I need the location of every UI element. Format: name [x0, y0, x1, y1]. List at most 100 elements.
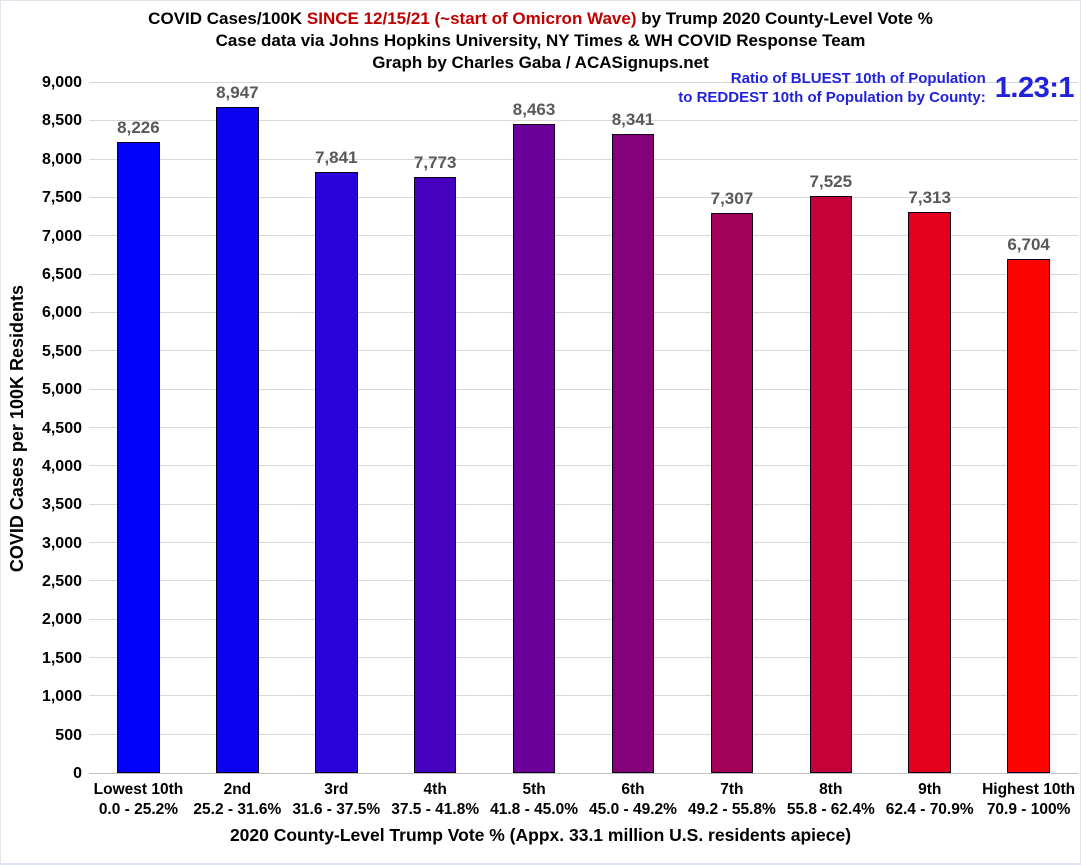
- gridline: [89, 427, 1078, 428]
- x-axis-label: 7th 49.2 - 55.8%: [682, 780, 781, 820]
- bar-group: 8,463: [485, 83, 584, 773]
- gridline: [89, 695, 1078, 697]
- x-axis-range: 70.9 - 100%: [986, 801, 1071, 818]
- gridline: [89, 120, 1078, 122]
- x-axis-category: 4th: [423, 781, 447, 798]
- gridline: [89, 158, 1078, 160]
- x-axis-category: 5th: [522, 781, 546, 798]
- bar-value-label: 7,525: [809, 172, 853, 192]
- chart-title-highlight: SINCE 12/15/21 (~start of Omicron Wave): [306, 9, 637, 28]
- bar-group: 7,773: [386, 83, 485, 773]
- y-tick-label: 500: [55, 726, 82, 744]
- y-tick-label: 9,000: [41, 74, 82, 91]
- x-axis-range: 49.2 - 55.8%: [687, 801, 776, 818]
- x-axis-range: 41.8 - 45.0%: [490, 801, 579, 818]
- x-axis-category: Highest 10th: [982, 781, 1076, 798]
- y-axis-title: COVID Cases per 100K Residents: [6, 284, 27, 573]
- bar: [117, 142, 160, 773]
- bar: [710, 212, 754, 773]
- x-axis-range: 0.0 - 25.2%: [98, 801, 179, 818]
- bar-group: 8,226: [89, 83, 188, 773]
- y-tick-label: 2,500: [41, 573, 82, 591]
- x-axis-label: 6th 45.0 - 49.2%: [584, 780, 683, 820]
- y-tick-label: 4,500: [41, 419, 82, 437]
- y-tick-label: 5,000: [41, 381, 82, 399]
- chart-title-part1: COVID Cases/100K: [148, 9, 307, 28]
- x-axis-label: 8th 55.8 - 62.4%: [781, 780, 880, 820]
- x-axis-label: 2nd 25.2 - 31.6%: [188, 780, 287, 820]
- x-axis-range: 37.5 - 41.8%: [391, 801, 480, 818]
- chart-title-part3: by Trump 2020 County-Level Vote %: [636, 9, 933, 28]
- bar-value-label: 8,341: [611, 109, 655, 129]
- ratio-annotation: Ratio of BLUEST 10th of Population to RE…: [678, 69, 1074, 107]
- gridline: [89, 580, 1078, 582]
- y-tick-label: 1,500: [41, 649, 82, 667]
- bar-value-label: 7,773: [413, 153, 457, 173]
- x-axis-category: 9th: [918, 781, 942, 798]
- bar-group: 8,947: [188, 83, 287, 773]
- x-axis-labels: Lowest 10th 0.0 - 25.2% 2nd 25.2 - 31.6% 3rd…: [89, 780, 1078, 820]
- gridline: [89, 503, 1078, 505]
- x-axis-range: 45.0 - 49.2%: [589, 801, 677, 818]
- y-tick-label: 7,000: [41, 227, 82, 245]
- chart-credit: Graph by Charles Gaba / ACASignups.net: [372, 53, 709, 72]
- gridline: [89, 312, 1078, 313]
- bar-group: 7,841: [287, 83, 386, 773]
- bar-group: 7,307: [682, 83, 781, 773]
- bars-container: 8,226 8,947 7,841 7,773 8,463 8,341 7,307 7,525…: [89, 83, 1078, 773]
- gridline: [89, 82, 1078, 83]
- chart-title: COVID Cases/100K SINCE 12/15/21 (~start …: [1, 8, 1080, 30]
- gridline: [89, 350, 1078, 352]
- gridline: [89, 197, 1078, 198]
- chart-area: COVID Cases per 100K Residents 0 500 1,000…: [1, 74, 1080, 782]
- x-axis-label: 9th 62.4 - 70.9%: [880, 780, 979, 820]
- gridline: [89, 273, 1078, 275]
- gridline: [89, 465, 1078, 467]
- bar: [611, 133, 655, 773]
- ratio-annotation-text: Ratio of BLUEST 10th of Population to RE…: [678, 69, 986, 107]
- x-axis-label: Highest 10th 70.9 - 100%: [979, 780, 1078, 820]
- x-axis-label: Lowest 10th 0.0 - 25.2%: [89, 780, 188, 820]
- bar: [809, 196, 853, 773]
- x-axis-label: 4th 37.5 - 41.8%: [386, 780, 485, 820]
- gridline: [89, 542, 1078, 543]
- bar: [216, 107, 259, 773]
- y-tick-label: 4,000: [41, 457, 82, 475]
- x-axis-category: Lowest 10th: [93, 781, 184, 798]
- chart-subtitle: Case data via Johns Hopkins University, …: [215, 31, 866, 50]
- gridline: [89, 657, 1078, 658]
- bar: [908, 212, 951, 773]
- ratio-annotation-line2: to REDDEST 10th of Population by County:: [678, 89, 986, 106]
- bar: [413, 177, 457, 773]
- bar-value-label: 8,947: [216, 83, 259, 102]
- x-axis-range: 25.2 - 31.6%: [193, 801, 282, 818]
- y-tick-label: 2,000: [41, 611, 82, 629]
- x-axis-category: 2nd: [223, 781, 252, 798]
- gridline: [89, 733, 1078, 735]
- bar-value-label: 7,307: [710, 188, 754, 208]
- y-axis-ticks: 0 500 1,000 1,500 2,000 2,500 3,000 3,500 4,000 4…: [33, 74, 89, 782]
- bar: [512, 124, 556, 773]
- gridline: [89, 388, 1078, 390]
- y-tick-label: 0: [73, 765, 82, 782]
- x-axis-range: 31.6 - 37.5%: [292, 801, 381, 818]
- ratio-annotation-line1: Ratio of BLUEST 10th of Population: [730, 70, 986, 87]
- bar-group: 7,525: [781, 83, 880, 773]
- y-tick-label: 3,000: [41, 534, 82, 552]
- x-axis-category: 6th: [621, 781, 645, 798]
- y-tick-label: 8,000: [41, 150, 82, 168]
- bar: [315, 171, 358, 773]
- bar-value-label: 8,226: [117, 118, 160, 138]
- gridline: [89, 618, 1078, 620]
- x-axis-category: 8th: [819, 781, 843, 798]
- ratio-value: 1.23:1: [994, 71, 1075, 104]
- x-axis-category: 7th: [720, 781, 744, 798]
- bar-group: 6,704: [979, 83, 1078, 773]
- y-tick-label: 5,500: [41, 342, 82, 360]
- bar-value-label: 6,704: [1007, 235, 1050, 255]
- x-axis-range: 55.8 - 62.4%: [786, 801, 875, 818]
- gridline: [89, 235, 1078, 237]
- plot-area: 8,226 8,947 7,841 7,773 8,463 8,341 7,307 7,525…: [89, 82, 1078, 774]
- bar-value-label: 7,313: [908, 188, 951, 208]
